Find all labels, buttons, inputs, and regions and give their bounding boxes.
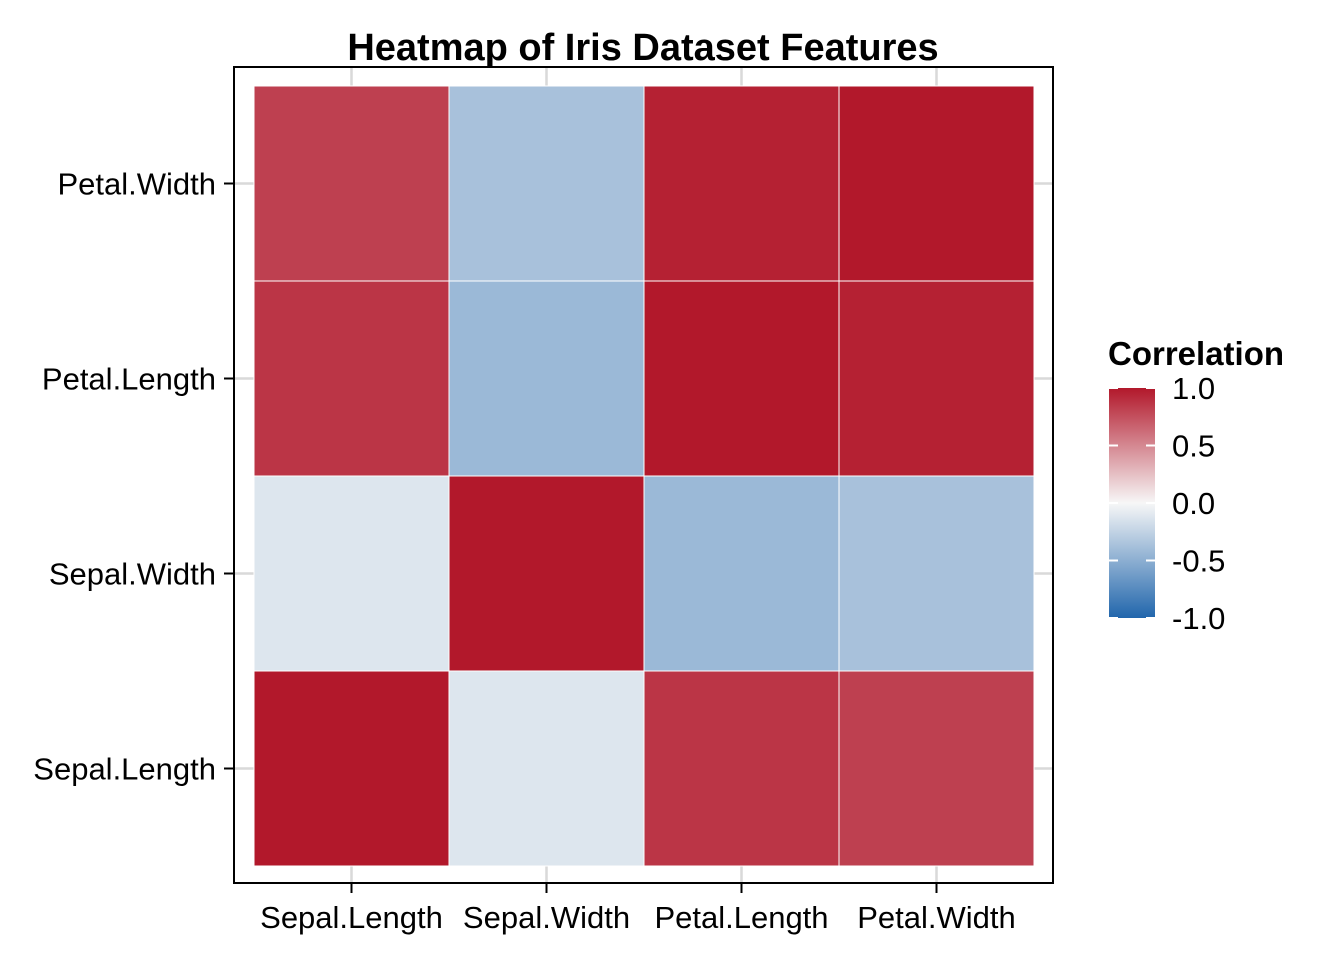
- heatmap-tile: [643, 670, 840, 867]
- legend-tick-label: -1.0: [1172, 601, 1225, 636]
- legend-tick-label: 0.5: [1172, 429, 1215, 464]
- y-axis: Sepal.Length Sepal.Width Petal.Length Petal…: [33, 167, 234, 787]
- heatmap-tile: [253, 280, 450, 477]
- heatmap-tile: [253, 670, 450, 867]
- heatmap-tile: [838, 670, 1035, 867]
- y-tick-label: Petal.Length: [42, 362, 216, 397]
- heatmap-tile: [448, 280, 645, 477]
- heatmap-tile: [448, 85, 645, 282]
- heatmap-tile: [838, 85, 1035, 282]
- heatmap-tile: [643, 475, 840, 672]
- legend-title: Correlation: [1108, 335, 1284, 372]
- legend-ticks: 1.0 0.5 0.0 -0.5 -1.0: [1109, 371, 1225, 636]
- heatmap-tile: [448, 670, 645, 867]
- x-tick-label: Sepal.Length: [260, 900, 443, 935]
- legend: Correlation 1.0 0.5 0.0 -0.5 -1.0: [1108, 335, 1284, 636]
- y-tick-label: Petal.Width: [57, 167, 216, 202]
- legend-tick-label: 1.0: [1172, 371, 1215, 406]
- x-axis: Sepal.Length Sepal.Width Petal.Length Petal…: [260, 883, 1016, 935]
- heatmap-tile: [838, 475, 1035, 672]
- chart-title: Heatmap of Iris Dataset Features: [347, 27, 938, 69]
- heatmap-tile: [838, 280, 1035, 477]
- y-tick-label: Sepal.Width: [49, 557, 216, 592]
- heatmap-tile: [643, 85, 840, 282]
- heatmap-tile: [253, 475, 450, 672]
- legend-tick-label: 0.0: [1172, 486, 1215, 521]
- legend-tick-label: -0.5: [1172, 544, 1225, 579]
- x-tick-label: Petal.Width: [857, 900, 1016, 935]
- x-tick-label: Petal.Length: [654, 900, 828, 935]
- heatmap-tile: [253, 85, 450, 282]
- x-tick-label: Sepal.Width: [463, 900, 630, 935]
- heatmap-tiles: [253, 85, 1035, 867]
- heatmap-tile: [643, 280, 840, 477]
- panel-border: [233, 66, 1054, 884]
- heatmap-tile: [448, 475, 645, 672]
- y-tick-label: Sepal.Length: [33, 752, 216, 787]
